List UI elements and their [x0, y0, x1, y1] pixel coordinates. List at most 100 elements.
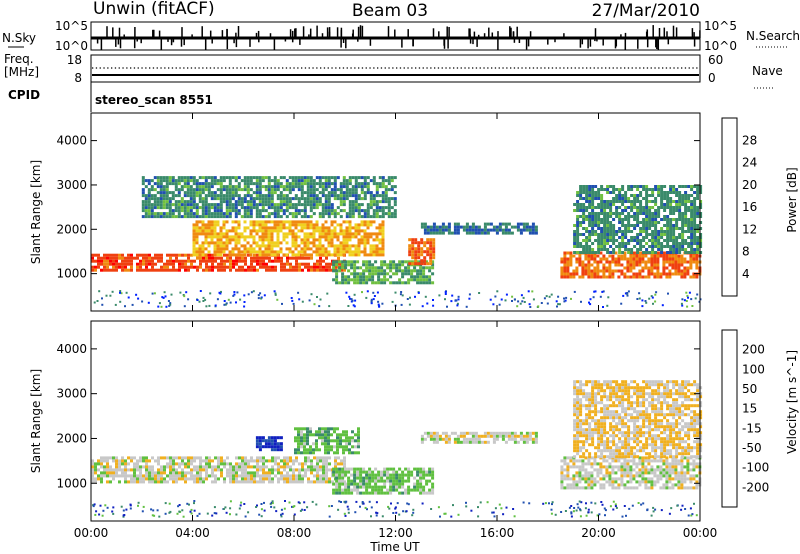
echo-cell [231, 229, 235, 233]
echo-cell [190, 471, 193, 475]
echo-cell [180, 179, 184, 183]
echo-cell [681, 215, 685, 218]
echo-cell [653, 260, 657, 264]
echo-cell [345, 247, 349, 251]
echo-cell [145, 259, 148, 263]
echo-cell [638, 263, 642, 267]
echo-cell [279, 206, 283, 210]
echo-cell [366, 203, 370, 207]
echo-cell [338, 260, 342, 264]
echo-cell [133, 465, 136, 469]
clutter-cell [455, 299, 458, 302]
echo-cell [303, 226, 307, 230]
echo-cell [639, 191, 643, 194]
echo-cell [650, 272, 654, 276]
echo-cell [270, 241, 274, 245]
echo-cell [139, 477, 142, 481]
echo-cell [274, 256, 277, 260]
clutter-cell [373, 295, 376, 297]
echo-cell [243, 220, 247, 224]
echo-cell [378, 176, 382, 180]
echo-cell [699, 227, 703, 230]
echo-cell [594, 233, 598, 236]
echo-cell [338, 470, 342, 474]
echo-cell [345, 232, 349, 236]
echo-cell [572, 459, 576, 463]
echo-cell [474, 437, 478, 441]
clutter-cell [202, 296, 205, 299]
echo-cell [139, 471, 142, 475]
echo-cell [304, 471, 307, 475]
echo-cell [207, 191, 211, 195]
echo-cell [325, 474, 328, 478]
echo-cell [353, 482, 357, 486]
echo-cell [324, 185, 328, 189]
echo-cell [693, 209, 697, 212]
echo-cell [295, 268, 298, 272]
echo-cell [238, 265, 241, 269]
echo-cell [195, 229, 199, 233]
echo-cell [159, 185, 163, 189]
echo-cell [335, 482, 339, 486]
echo-cell [223, 480, 226, 484]
echo-cell [252, 197, 256, 201]
echo-cell [362, 260, 366, 264]
echo-cell [315, 244, 319, 248]
echo-cell [335, 269, 339, 273]
echo-cell [597, 203, 601, 206]
echo-cell [387, 179, 391, 183]
echo-cell [689, 257, 693, 261]
echo-cell [404, 260, 408, 264]
echo-cell [372, 194, 376, 198]
echo-cell [630, 206, 634, 209]
echo-cell [696, 242, 700, 245]
echo-cell [243, 212, 247, 216]
echo-cell [196, 468, 199, 472]
echo-cell [386, 488, 390, 492]
echo-cell [696, 227, 700, 230]
echo-cell [381, 229, 385, 233]
echo-cell [219, 203, 223, 207]
echo-cell [279, 197, 283, 201]
echo-cell [165, 215, 169, 219]
echo-cell [642, 218, 646, 221]
echo-cell [501, 434, 505, 438]
echo-cell [103, 465, 106, 469]
echo-cell [587, 471, 591, 475]
echo-cell [375, 238, 379, 242]
echo-cell [318, 197, 322, 201]
echo-cell [354, 445, 357, 449]
echo-cell [645, 194, 649, 197]
clutter-cell [377, 300, 380, 303]
echo-cell [656, 266, 660, 270]
echo-cell [474, 431, 478, 435]
echo-cell [566, 465, 570, 469]
echo-cell [360, 197, 364, 201]
echo-cell [335, 476, 339, 480]
echo-cell [301, 477, 304, 481]
echo-cell [381, 182, 385, 186]
echo-cell [247, 480, 250, 484]
echo-cell [306, 188, 310, 192]
echo-cell [395, 485, 399, 489]
echo-cell [309, 433, 312, 437]
echo-cell [273, 220, 277, 224]
echo-cell [522, 437, 526, 441]
echo-cell [606, 248, 610, 251]
echo-cell [429, 256, 433, 260]
echo-cell [100, 471, 103, 475]
echo-cell [157, 468, 160, 472]
echo-cell [582, 188, 586, 191]
echo-cell [177, 179, 181, 183]
echo-cell [147, 182, 151, 186]
clutter-cell [626, 294, 629, 297]
echo-cell [342, 235, 346, 239]
echo-cell [309, 232, 313, 236]
echo-cell [171, 197, 175, 201]
echo-cell [145, 477, 148, 481]
echo-cell [322, 474, 325, 478]
echo-cell [220, 265, 223, 269]
echo-cell [566, 471, 570, 475]
echo-cell [228, 229, 232, 233]
echo-cell [141, 206, 145, 210]
